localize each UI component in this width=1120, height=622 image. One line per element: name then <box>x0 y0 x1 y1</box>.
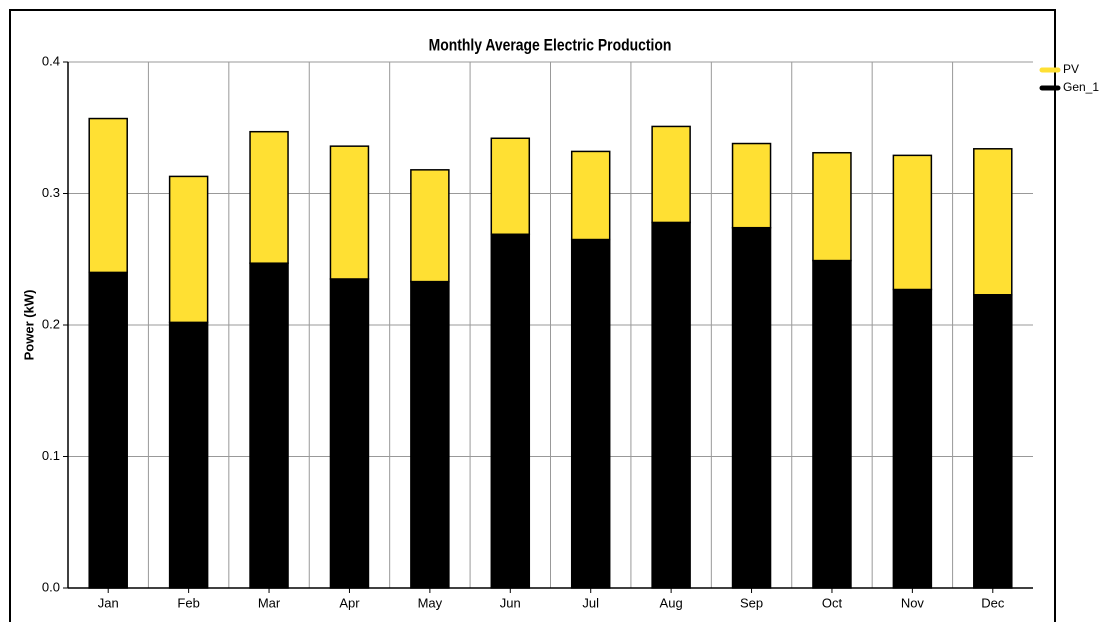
x-tick-label: Dec <box>981 595 1005 610</box>
bar-segment <box>329 145 370 280</box>
frame <box>9 9 1056 622</box>
bar-segment <box>88 271 128 589</box>
bar-segment <box>249 262 289 589</box>
x-tick-label: Mar <box>258 595 281 610</box>
y-axis-label: Power (kW) <box>21 290 36 361</box>
bar-segment <box>570 150 611 241</box>
bar-segment <box>570 238 611 589</box>
bar-segment <box>410 280 450 589</box>
legend-label: Gen_1 <box>1063 80 1099 94</box>
bar-segment <box>973 294 1013 589</box>
x-tick-label: May <box>418 595 443 610</box>
bar-segment <box>168 175 209 324</box>
bar-segment <box>973 148 1013 296</box>
x-tick-label: Jul <box>582 595 599 610</box>
x-tick-label: Nov <box>901 595 925 610</box>
x-tick-label: Jun <box>500 595 521 610</box>
y-tick-label: 0.2 <box>42 316 60 331</box>
bar-segment <box>892 154 933 291</box>
x-tick-label: Jan <box>98 595 119 610</box>
bar-segment <box>731 142 772 229</box>
x-tick-label: Apr <box>339 595 360 610</box>
bar-segment <box>812 259 852 589</box>
bar-segment <box>168 321 209 589</box>
y-tick-label: 0.3 <box>42 185 60 200</box>
bar-segment <box>731 226 772 589</box>
bar-segment <box>892 288 933 589</box>
bar-segment <box>329 278 370 589</box>
y-tick-label: 0.0 <box>42 579 60 594</box>
bar-segment <box>651 221 691 589</box>
bar-segment <box>88 117 128 274</box>
bar-segment <box>410 169 450 283</box>
bar-segment <box>490 137 531 236</box>
x-tick-label: Feb <box>177 595 199 610</box>
bar-segment <box>249 130 289 264</box>
bar-segment <box>812 151 852 262</box>
y-tick-label: 0.4 <box>42 53 60 68</box>
x-tick-label: Sep <box>740 595 763 610</box>
bar-segment <box>651 125 691 224</box>
x-tick-label: Oct <box>822 595 843 610</box>
x-tick-label: Aug <box>660 595 683 610</box>
y-tick-label: 0.1 <box>42 448 60 463</box>
bar-segment <box>490 233 531 589</box>
legend-label: PV <box>1063 62 1079 76</box>
chart-title: Monthly Average Electric Production <box>429 36 672 55</box>
